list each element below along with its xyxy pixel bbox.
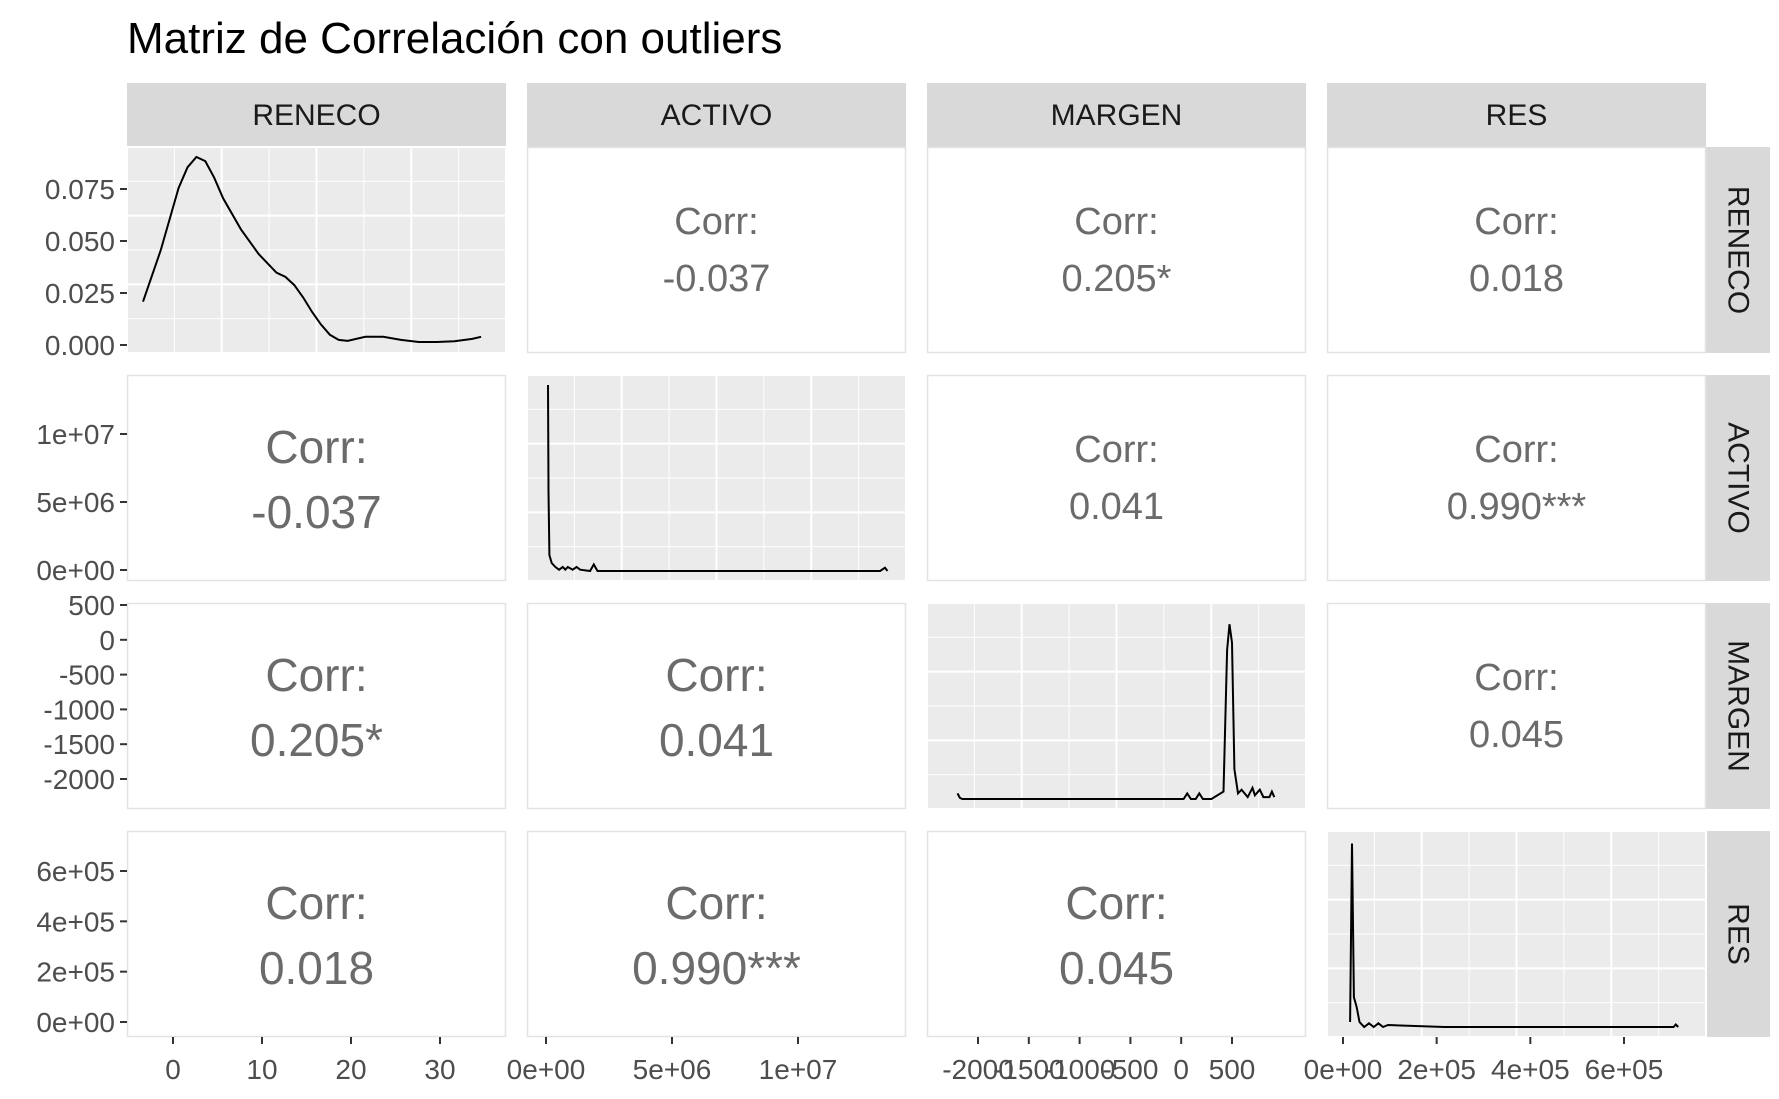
row-strip-reneco: [1706, 147, 1770, 353]
column-strip-label-margen: MARGEN: [1051, 99, 1183, 132]
x-tick-label: 0e+00: [507, 1054, 586, 1085]
x-tick-label: 4e+05: [1491, 1054, 1570, 1085]
y-tick-label: 0.000: [45, 330, 115, 361]
y-tick-label: 0e+00: [36, 555, 115, 586]
corr-value: -0.037: [251, 486, 381, 538]
y-tick-label: 1e+07: [36, 419, 115, 450]
corr-panel-margen-activo: [526, 602, 907, 810]
density-panel-reneco: [126, 146, 507, 354]
column-strip-margen: [927, 83, 1306, 147]
corr-label: Corr:: [665, 649, 767, 701]
density-panel-res: [1326, 830, 1707, 1038]
row-strip-label-res: RES: [1722, 903, 1755, 965]
x-tick-label: 1e+07: [759, 1054, 838, 1085]
x-tick-label: 500: [1209, 1054, 1256, 1085]
y-tick-label: 2e+05: [36, 957, 115, 988]
corr-value: 0.205*: [250, 714, 383, 766]
chart-title: Matriz de Correlación con outliers: [127, 14, 782, 63]
corr-label: Corr:: [265, 649, 367, 701]
y-tick-label: 500: [68, 590, 115, 621]
column-strip-reneco: [127, 83, 506, 147]
corr-panel-res-activo: [526, 830, 907, 1038]
y-tick-label: 0.050: [45, 226, 115, 257]
density-curve-activo: [547, 384, 889, 573]
column-strip-activo: [527, 83, 906, 147]
corr-label: Corr:: [1474, 201, 1558, 243]
density-curve-margen: [956, 624, 1276, 800]
y-tick-label: 0.025: [45, 278, 115, 309]
panel-grid: RENECO ACTIVO MARGEN RES RENECO ACTIVO MARGEN R…: [36, 83, 1770, 1085]
corr-value: 0.018: [259, 942, 374, 994]
corr-panel-margen-reneco: [126, 602, 507, 810]
column-strip-label-reneco: RENECO: [252, 99, 380, 132]
row-strip-label-margen: MARGEN: [1722, 640, 1755, 772]
corr-label: Corr:: [265, 877, 367, 929]
row-strip-margen: [1706, 603, 1770, 809]
corr-panel-reneco-res: [1326, 146, 1707, 354]
y-tick-label: -2000: [43, 764, 115, 795]
x-tick-label: -1500: [993, 1054, 1065, 1085]
y-tick-label: 0: [99, 625, 115, 656]
y-tick-label: -500: [59, 660, 115, 691]
corr-value: 0.018: [1469, 258, 1564, 300]
density-panel-activo: [526, 374, 907, 582]
x-tick-label: 0e+00: [1304, 1054, 1383, 1085]
x-tick-label: -2000: [942, 1054, 1014, 1085]
corr-label: Corr:: [265, 421, 367, 473]
corr-label: Corr:: [1065, 877, 1167, 929]
column-strip-res: [1327, 83, 1706, 147]
corr-value: -0.037: [663, 258, 771, 300]
corr-label: Corr:: [1474, 429, 1558, 471]
density-panel-margen: [926, 602, 1307, 810]
corr-label: Corr:: [665, 877, 767, 929]
column-strip-label-res: RES: [1486, 99, 1548, 132]
x-tick-label: 6e+05: [1585, 1054, 1664, 1085]
x-tick-label: 20: [335, 1054, 366, 1085]
row-strip-label-reneco: RENECO: [1722, 186, 1755, 314]
corr-panel-reneco-activo: [526, 146, 907, 354]
x-tick-label: 5e+06: [633, 1054, 712, 1085]
y-tick-label: 6e+05: [36, 856, 115, 887]
y-tick-label: -1000: [43, 694, 115, 725]
y-tick-label: 0e+00: [36, 1007, 115, 1038]
x-tick-label: 10: [246, 1054, 277, 1085]
x-tick-label: -1000: [1044, 1054, 1116, 1085]
corr-panel-res-margen: [926, 830, 1307, 1038]
corr-panel-margen-res: [1326, 602, 1707, 810]
y-tick-label: -1500: [43, 729, 115, 760]
x-tick-label: 2e+05: [1397, 1054, 1476, 1085]
corr-panel-activo-reneco: [126, 374, 507, 582]
y-tick-label: 4e+05: [36, 906, 115, 937]
corr-panel-reneco-margen: [926, 146, 1307, 354]
corr-label: Corr:: [1074, 429, 1158, 471]
y-tick-label: 5e+06: [36, 487, 115, 518]
corr-value: 0.045: [1469, 714, 1564, 756]
corr-label: Corr:: [674, 201, 758, 243]
row-strip-label-activo: ACTIVO: [1722, 422, 1755, 534]
corr-panel-res-reneco: [126, 830, 507, 1038]
column-strip-label-activo: ACTIVO: [661, 99, 773, 132]
row-strip-activo: [1706, 375, 1770, 581]
x-tick-label: 0: [1173, 1054, 1189, 1085]
x-tick-label: 0: [165, 1054, 181, 1085]
density-curve-res: [1349, 843, 1679, 1029]
corr-value: 0.990***: [1447, 486, 1587, 528]
corr-value: 0.041: [659, 714, 774, 766]
x-tick-label: -500: [1102, 1054, 1158, 1085]
corr-value: 0.205*: [1062, 258, 1172, 300]
corr-panel-activo-res: [1326, 374, 1707, 582]
corr-value: 0.045: [1059, 942, 1174, 994]
corr-label: Corr:: [1474, 657, 1558, 699]
corr-label: Corr:: [1074, 201, 1158, 243]
density-curve-reneco: [142, 155, 482, 343]
row-strip-res: [1706, 831, 1770, 1037]
corr-value: 0.990***: [632, 942, 801, 994]
y-tick-label: 0.075: [45, 174, 115, 205]
corr-value: 0.041: [1069, 486, 1164, 528]
x-tick-label: 30: [424, 1054, 455, 1085]
corr-panel-activo-margen: [926, 374, 1307, 582]
